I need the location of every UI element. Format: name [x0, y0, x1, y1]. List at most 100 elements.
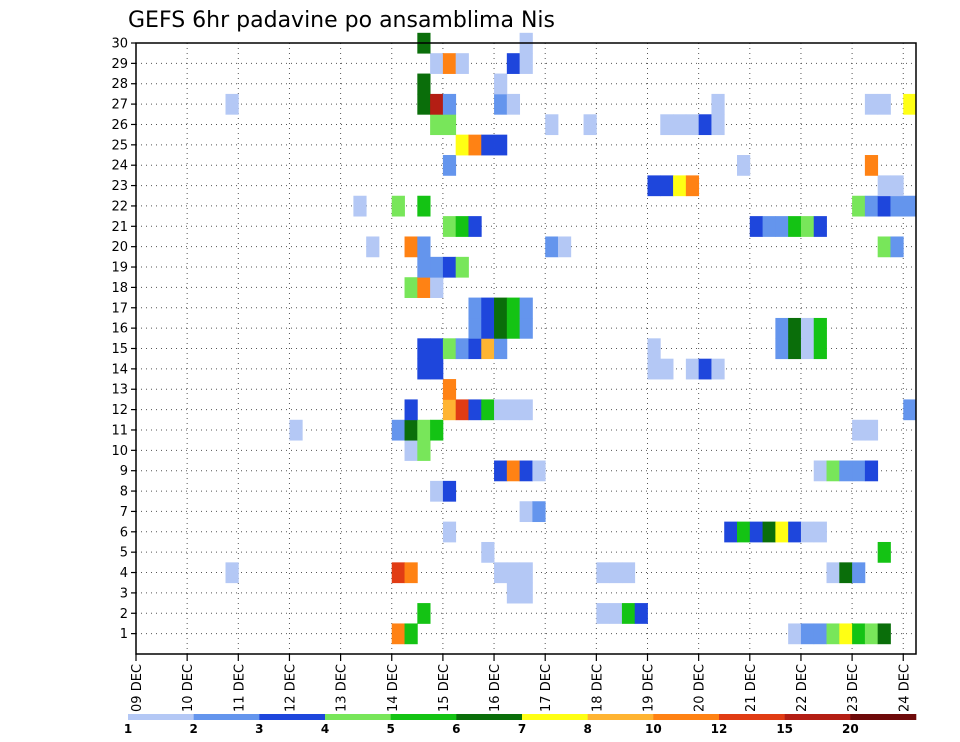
precip-cell [621, 603, 636, 624]
precip-cell [660, 358, 674, 380]
precip-cell [711, 358, 725, 380]
precip-cell [417, 195, 431, 217]
x-tick-label: 24 DEC [897, 664, 912, 712]
precip-cell [864, 155, 879, 176]
precip-cell [506, 399, 521, 421]
precip-cell [877, 175, 891, 197]
colorbar-label: 3 [255, 722, 263, 736]
precip-cell [813, 338, 827, 360]
precip-cell [404, 440, 418, 461]
precip-cell [455, 399, 469, 421]
y-tick-label: 22 [111, 199, 128, 214]
colorbar-label: 2 [189, 722, 197, 736]
y-tick-label: 26 [111, 118, 128, 133]
colorbar-label: 8 [583, 722, 591, 736]
precip-cell [430, 358, 444, 380]
precip-cell [494, 134, 508, 156]
precip-cell [596, 562, 610, 584]
precip-cell [506, 93, 521, 115]
colorbar-label: 12 [711, 722, 728, 736]
precip-cells [225, 32, 917, 645]
x-tick-label: 18 DEC [590, 664, 605, 712]
precip-cell [417, 73, 431, 95]
precip-cell [417, 603, 431, 624]
precip-cell [417, 256, 431, 278]
precip-cell [404, 419, 418, 441]
precip-cell [442, 216, 457, 237]
precip-cell [877, 93, 891, 115]
y-tick-label: 18 [111, 281, 128, 296]
precip-cell [481, 297, 495, 319]
precip-cell [404, 277, 418, 298]
precip-cell [519, 582, 533, 604]
precip-cell [903, 93, 917, 115]
precip-cell [442, 480, 457, 502]
y-tick-label: 19 [111, 261, 128, 276]
precip-cell [430, 338, 444, 360]
precip-cell [647, 358, 661, 380]
precip-cell [864, 623, 879, 645]
precip-cell [813, 317, 827, 339]
precip-cell [698, 114, 712, 136]
precip-cell [519, 297, 533, 319]
precip-cell [877, 541, 891, 563]
precip-cell [685, 114, 700, 136]
precip-cell [442, 521, 457, 543]
y-tick-label: 20 [111, 240, 128, 255]
precip-cell [404, 562, 418, 584]
precip-cell [430, 114, 444, 136]
precip-cell [685, 175, 700, 197]
precip-cell [788, 338, 802, 360]
precip-cell [519, 399, 533, 421]
colorbar: 1 2 3 4 5 6 7 8 10 12 15 20 [124, 714, 917, 736]
precip-cell [519, 460, 533, 482]
precip-cell [417, 358, 431, 380]
precip-cell [839, 460, 853, 482]
precip-cell [877, 623, 891, 645]
precip-cell [366, 236, 380, 258]
y-tick-label: 27 [111, 98, 128, 113]
precip-cell [391, 623, 405, 645]
precip-cell [852, 562, 866, 584]
precip-cell [481, 338, 495, 360]
precip-cell [468, 297, 482, 319]
precip-cell [417, 277, 431, 298]
precip-cell [852, 419, 866, 441]
precip-cell [800, 317, 815, 339]
precip-cell [762, 216, 776, 237]
x-tick-label: 13 DEC [335, 664, 350, 712]
colorbar-label: 10 [645, 722, 662, 736]
precip-cell [724, 521, 738, 543]
x-tick-label: 21 DEC [744, 664, 759, 712]
precip-cell [468, 399, 482, 421]
y-tick-label: 2 [120, 607, 128, 622]
precip-cell [481, 317, 495, 339]
precip-cell [788, 216, 802, 237]
y-tick-label: 29 [111, 57, 128, 72]
precip-cell [494, 399, 508, 421]
y-tick-label: 16 [111, 322, 128, 337]
precip-cell [660, 114, 674, 136]
precip-cell [468, 216, 482, 237]
precip-cell [596, 603, 610, 624]
precip-cell [430, 480, 444, 502]
colorbar-swatch [653, 714, 720, 720]
precip-cell [506, 297, 521, 319]
precip-cell [864, 460, 879, 482]
precip-cell [519, 501, 533, 523]
colorbar-swatch [128, 714, 194, 720]
precip-cell [545, 114, 559, 136]
precip-cell [481, 134, 495, 156]
precip-cell [455, 338, 469, 360]
precip-cell [877, 195, 891, 217]
precip-cell [775, 216, 789, 237]
precip-cell [775, 317, 789, 339]
precip-cell [442, 93, 457, 115]
precip-cell [494, 297, 508, 319]
precip-cell [698, 358, 712, 380]
y-axis-ticks: 1234567891011121314151617181920212223242… [111, 37, 136, 642]
precip-cell [711, 114, 725, 136]
x-tick-label: 15 DEC [437, 664, 452, 712]
precip-cell [890, 236, 904, 258]
precip-cell [890, 195, 904, 217]
